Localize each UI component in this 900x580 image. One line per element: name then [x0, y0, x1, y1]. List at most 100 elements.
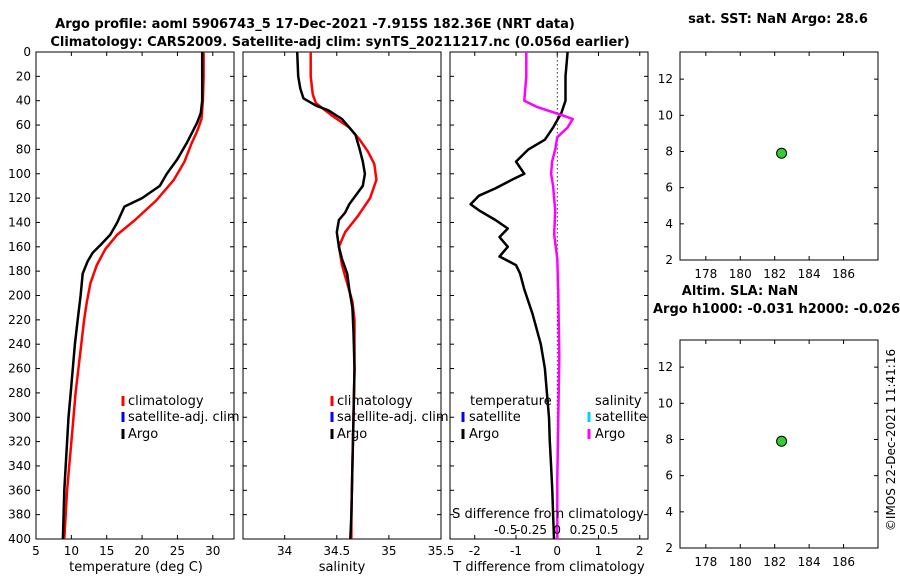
x-tick-label: 10 — [64, 544, 79, 558]
map-y-tick-label: 12 — [658, 360, 673, 374]
x-tick-label: 35.5 — [428, 544, 455, 558]
x-tick-label: 30 — [205, 544, 220, 558]
argo-location-marker — [776, 147, 788, 159]
map-y-tick-label: 4 — [665, 505, 673, 519]
salinity-series — [295, 51, 378, 540]
depth-tick-label: 20 — [16, 69, 31, 83]
s-tick-label: 0 — [553, 523, 561, 537]
map-y-tick-label: 4 — [665, 217, 673, 231]
map-x-tick-label: 178 — [694, 555, 717, 569]
depth-tick-label: 140 — [8, 215, 31, 229]
map-y-tick-label: 6 — [665, 469, 673, 483]
difference-axis-ticks: -2 -1 0 1 2 — [469, 52, 644, 558]
x-tick-label: -1 — [510, 544, 522, 558]
sla-title: Altim. SLA: NaN — [682, 284, 798, 299]
x-tick-label: 34 — [277, 544, 292, 558]
salinity-axis-ticks: 34 34.5 35 35.5 — [277, 52, 454, 558]
legend-label-climatology: climatology — [128, 394, 204, 409]
map-x-tick-label: 184 — [798, 555, 821, 569]
legend-label-argo: Argo — [128, 427, 158, 442]
depth-tick-label: 160 — [8, 240, 31, 254]
depth-tick-label: 220 — [8, 313, 31, 327]
map-y-tick-label: 10 — [658, 108, 673, 122]
map-y-tick-label: 2 — [665, 253, 673, 267]
legend-label-satellite: satellite-adj. clim — [128, 410, 240, 425]
legend-label-argo: Argo — [337, 427, 367, 442]
temperature-series — [61, 52, 205, 540]
title-line-2: Climatology: CARS2009. Satellite-adj cli… — [50, 35, 629, 50]
x-tick-label: 15 — [99, 544, 114, 558]
salinity-legend: climatology satellite-adj. clim Argo — [330, 394, 449, 442]
series-line-temperature-argo — [469, 51, 569, 540]
x-tick-label: 5 — [32, 544, 40, 558]
map-x-tick-label: 178 — [694, 267, 717, 281]
depth-tick-label: 360 — [8, 483, 31, 497]
depth-tick-label: 280 — [8, 386, 31, 400]
sst-markers — [776, 147, 788, 159]
s-tick-label: 0.25 — [570, 523, 597, 537]
map-x-tick-label: 184 — [798, 267, 821, 281]
x-tick-label: 2 — [636, 544, 644, 558]
s-tick-label: -0.5 — [494, 523, 517, 537]
x-tick-label: 25 — [170, 544, 185, 558]
argo-location-marker — [776, 435, 788, 447]
x-tick-label: 1 — [595, 544, 603, 558]
depth-tick-label: 200 — [8, 289, 31, 303]
legend-label-satellite: satellite-adj. clim — [337, 410, 449, 425]
temperature-axis-ticks: 5 10 15 20 25 30 — [32, 52, 220, 558]
sla-map-ticks: 178 180 182 184 186 2 4 6 8 10 12 — [658, 340, 878, 569]
s-tick-label: -0.25 — [516, 523, 547, 537]
depth-tick-label: 320 — [8, 435, 31, 449]
difference-plot-frame — [449, 51, 649, 540]
x-tick-label: 35 — [381, 544, 396, 558]
sst-map-ticks: 178 180 182 184 186 2 4 6 8 10 12 — [658, 52, 878, 281]
legend-label-climatology: climatology — [337, 394, 413, 409]
depth-tick-label: 260 — [8, 362, 31, 376]
sla-markers — [776, 435, 788, 447]
series-line-salinity-argo — [523, 52, 574, 539]
salinity-plot-frame — [242, 51, 442, 540]
s-tick-label: 0.5 — [599, 523, 618, 537]
legend-label-temp-argo: Argo — [469, 427, 499, 442]
imos-watermark: ©IMOS 22-Dec-2021 11:41:16 — [884, 349, 898, 531]
legend-group-salinity: salinity — [595, 394, 642, 409]
depth-tick-label: 100 — [8, 167, 31, 181]
x-tick-label: 0 — [553, 544, 561, 558]
x-tick-label: 20 — [134, 544, 149, 558]
depth-tick-label: 120 — [8, 191, 31, 205]
series-line-climatology — [63, 52, 205, 540]
map-y-tick-label: 8 — [665, 144, 673, 158]
x-tick-label: -2 — [469, 544, 481, 558]
series-line-argo — [61, 52, 204, 540]
map-x-tick-label: 182 — [763, 555, 786, 569]
map-x-tick-label: 180 — [729, 267, 752, 281]
depth-tick-label: 300 — [8, 410, 31, 424]
depth-tick-label: 180 — [8, 264, 31, 278]
map-y-tick-label: 6 — [665, 181, 673, 195]
temperature-xlabel: temperature (deg C) — [69, 560, 203, 575]
sla-title-2: Argo h1000: -0.031 h2000: -0.026 — [653, 302, 900, 317]
difference-xlabel: T difference from climatology — [452, 560, 645, 575]
depth-tick-label: 380 — [8, 508, 31, 522]
temperature-legend: climatology satellite-adj. clim Argo — [121, 394, 240, 442]
depth-axis-ticks: 0 20 40 60 80 100 120 140 160 180 200 220 240 260 280 3… — [8, 45, 648, 546]
map-x-tick-label: 186 — [832, 555, 855, 569]
legend-label-sal-satellite: satellite — [595, 410, 647, 425]
map-y-tick-label: 2 — [665, 541, 673, 555]
map-x-tick-label: 182 — [763, 267, 786, 281]
series-line-argo — [295, 51, 367, 540]
depth-tick-label: 0 — [23, 45, 31, 59]
legend-label-sal-argo: Argo — [595, 427, 625, 442]
map-x-tick-label: 180 — [729, 555, 752, 569]
depth-tick-label: 340 — [8, 459, 31, 473]
map-y-tick-label: 10 — [658, 396, 673, 410]
depth-tick-label: 80 — [16, 142, 31, 156]
x-tick-label: 34.5 — [323, 544, 350, 558]
legend-group-temperature: temperature — [470, 394, 552, 409]
s-difference-ticks: -0.5-0.25 0 0.25 0.5 — [494, 523, 618, 537]
salinity-xlabel: salinity — [319, 560, 366, 575]
difference-legend: temperature salinity satellite Argo sate… — [461, 394, 647, 442]
difference-series — [469, 51, 574, 540]
depth-tick-label: 40 — [16, 94, 31, 108]
